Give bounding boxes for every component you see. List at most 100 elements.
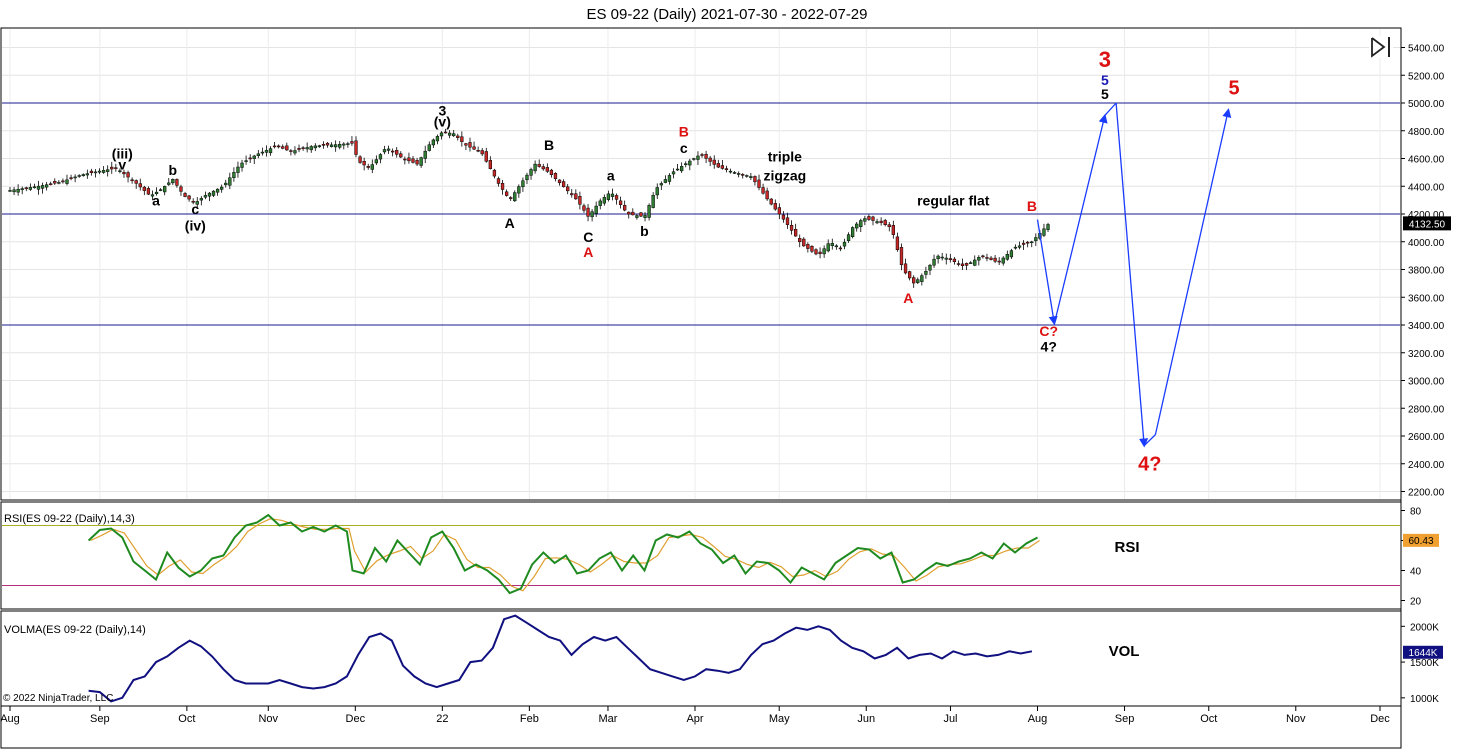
rsi-panel-label: RSI(ES 09-22 (Daily),14,3) — [4, 513, 135, 525]
candle-body — [175, 179, 179, 186]
candle-body — [977, 257, 981, 261]
candle-body — [623, 205, 627, 211]
candle-body — [932, 258, 936, 266]
rsi-last-label: 60.43 — [1408, 536, 1433, 547]
wave-label: (iii) — [112, 146, 133, 162]
price-tick-label: 2200.00 — [1408, 488, 1445, 499]
candle-body — [191, 201, 195, 203]
wave-label: B — [1027, 198, 1037, 214]
candle-body — [334, 144, 338, 148]
candle-body — [488, 160, 492, 169]
candle-body — [460, 136, 464, 142]
candle-body — [439, 132, 444, 137]
candle-body — [167, 182, 171, 185]
time-tick-label: Mar — [598, 713, 617, 725]
rsi-levels — [2, 525, 1400, 586]
candle-body — [818, 251, 822, 254]
time-tick-label: Oct — [1200, 713, 1217, 725]
candle-body — [36, 185, 41, 190]
candle-body — [277, 145, 281, 148]
candle-body — [822, 248, 826, 255]
candle-body — [789, 224, 794, 231]
wave-label: C — [583, 229, 593, 245]
candle-body — [419, 157, 423, 166]
candle-body — [268, 148, 273, 154]
price-tick-label: 5200.00 — [1408, 71, 1445, 82]
candle-body — [1030, 241, 1034, 244]
candle-body — [53, 180, 57, 184]
candle-body — [423, 150, 427, 159]
candle-body — [806, 244, 810, 249]
candle-body — [993, 257, 997, 262]
candle-body — [480, 150, 484, 155]
candle-body — [366, 165, 370, 168]
candle-body — [452, 133, 456, 137]
candle-body — [944, 257, 948, 260]
candle-body — [700, 154, 704, 156]
candle-body — [802, 238, 806, 247]
candle-body — [598, 200, 602, 206]
candle-body — [61, 180, 65, 183]
price-tick-label: 4800.00 — [1408, 127, 1445, 138]
candle-body — [146, 188, 151, 195]
candle-body — [224, 182, 228, 186]
candle-body — [631, 211, 635, 216]
volma-last-box — [1403, 645, 1443, 659]
time-tick-label: Dec — [346, 713, 366, 725]
candle-body — [81, 174, 85, 177]
candle-body — [289, 150, 293, 152]
wave-label: 3 — [1099, 47, 1111, 72]
volma-line — [88, 614, 1033, 703]
wave-label: (v) — [434, 114, 451, 130]
time-tick-label: Aug — [1028, 713, 1048, 725]
volma-last-label: 1644K — [1409, 648, 1438, 659]
candle-body — [203, 195, 208, 198]
candle-body — [985, 257, 989, 259]
candle-body — [183, 193, 187, 197]
wave-annotations: (iii)v bac(iv)3(v)ABaCAbBctriplezigzagreg… — [112, 47, 1240, 476]
scroll-to-end-icon[interactable] — [1369, 36, 1393, 58]
candle-body — [525, 174, 529, 181]
candle-body — [329, 144, 334, 147]
candle-body — [215, 188, 220, 193]
candle-body — [692, 158, 696, 160]
candle-body — [492, 169, 497, 177]
candle-body — [521, 180, 525, 188]
candle-body — [838, 247, 843, 250]
projection-segment — [1115, 102, 1149, 448]
candle-body — [590, 211, 594, 218]
candle-body — [907, 271, 912, 279]
candle-body — [443, 131, 448, 134]
candle-body — [1042, 228, 1046, 236]
last-price-tag: 4132.50 — [1403, 216, 1451, 231]
candle-body — [232, 172, 236, 178]
projection-segment — [1104, 102, 1117, 116]
candle-body — [500, 183, 505, 190]
price-tick-label: 3600.00 — [1408, 293, 1445, 304]
candle-body — [969, 262, 973, 264]
wave-label: 4? — [1138, 454, 1161, 476]
candle-body — [126, 172, 130, 178]
candle-body — [122, 172, 126, 175]
wave-label: A — [583, 244, 593, 260]
candle-body — [712, 159, 716, 165]
wave-label: C? — [1039, 323, 1058, 339]
price-tick-label: 2400.00 — [1408, 460, 1445, 471]
candle-body — [130, 179, 134, 182]
candle-body — [879, 220, 883, 223]
candle-body — [948, 258, 952, 260]
time-tick-label: Jun — [857, 713, 875, 725]
wave-label: A — [903, 290, 913, 306]
rsi-tick-label: 80 — [1410, 507, 1422, 518]
candle-body — [928, 264, 932, 271]
candle-body — [260, 151, 265, 154]
candle-body — [244, 160, 248, 162]
wave-label: a — [607, 168, 615, 184]
chart-title: ES 09-22 (Daily) 2021-07-30 - 2022-07-29 — [587, 6, 868, 23]
candle-body — [814, 249, 818, 255]
candle-body — [960, 263, 965, 267]
wave-label: 5 — [1101, 72, 1109, 88]
candle-body — [16, 188, 20, 193]
candle-body — [93, 171, 98, 174]
candle-body — [285, 145, 289, 151]
